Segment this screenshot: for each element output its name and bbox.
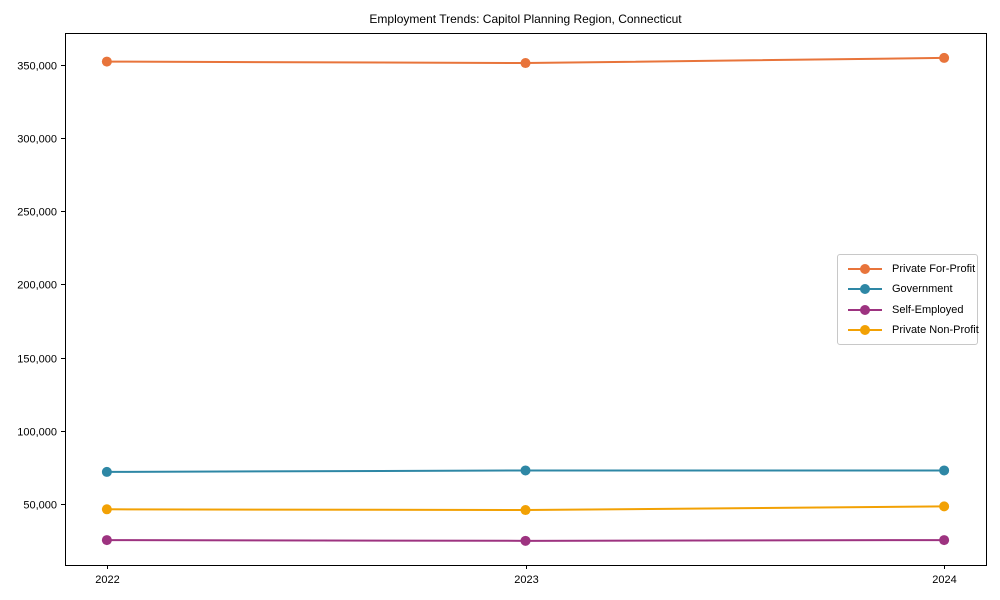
- data-point-marker: [101, 504, 112, 515]
- data-point-marker: [101, 56, 112, 67]
- data-point-marker: [939, 535, 950, 546]
- legend-entry-private-for-profit: Private For-Profit: [838, 259, 977, 279]
- legend-swatch-line-marker: [848, 304, 882, 315]
- data-point-marker: [101, 535, 112, 546]
- y-tick-label: 250,000: [17, 207, 57, 219]
- legend-swatch-line-marker: [848, 324, 882, 335]
- legend-label: Self-Employed: [892, 303, 964, 316]
- legend-entry-government: Government: [838, 279, 977, 299]
- legend-entry-private-non-profit: Private Non-Profit: [838, 320, 979, 340]
- chart-title: Employment Trends: Capitol Planning Regi…: [369, 12, 682, 26]
- y-tick-label: 100,000: [17, 427, 57, 439]
- x-tick-label: 2022: [95, 574, 119, 586]
- data-point-marker: [939, 465, 950, 476]
- data-point-marker: [520, 505, 531, 516]
- y-tick-label: 50,000: [23, 500, 57, 512]
- data-point-marker: [520, 58, 531, 69]
- y-tick-label: 300,000: [17, 134, 57, 146]
- legend: Private For-Profit Government Self-Emplo…: [837, 254, 979, 345]
- x-tick-label: 2023: [514, 574, 538, 586]
- data-point-marker: [939, 52, 950, 63]
- legend-label: Private Non-Profit: [892, 323, 979, 336]
- legend-label: Government: [892, 283, 953, 296]
- legend-swatch-line-marker: [848, 284, 882, 295]
- legend-label: Private For-Profit: [892, 263, 976, 276]
- y-tick-label: 150,000: [17, 354, 57, 366]
- data-point-marker: [101, 466, 112, 477]
- data-point-marker: [520, 535, 531, 546]
- data-point-marker: [939, 501, 950, 512]
- x-tick-label: 2024: [932, 574, 956, 586]
- y-tick-label: 350,000: [17, 61, 57, 73]
- legend-entry-self-employed: Self-Employed: [838, 300, 977, 320]
- y-tick-label: 200,000: [17, 280, 57, 292]
- legend-swatch-line-marker: [848, 264, 882, 275]
- data-point-marker: [520, 465, 531, 476]
